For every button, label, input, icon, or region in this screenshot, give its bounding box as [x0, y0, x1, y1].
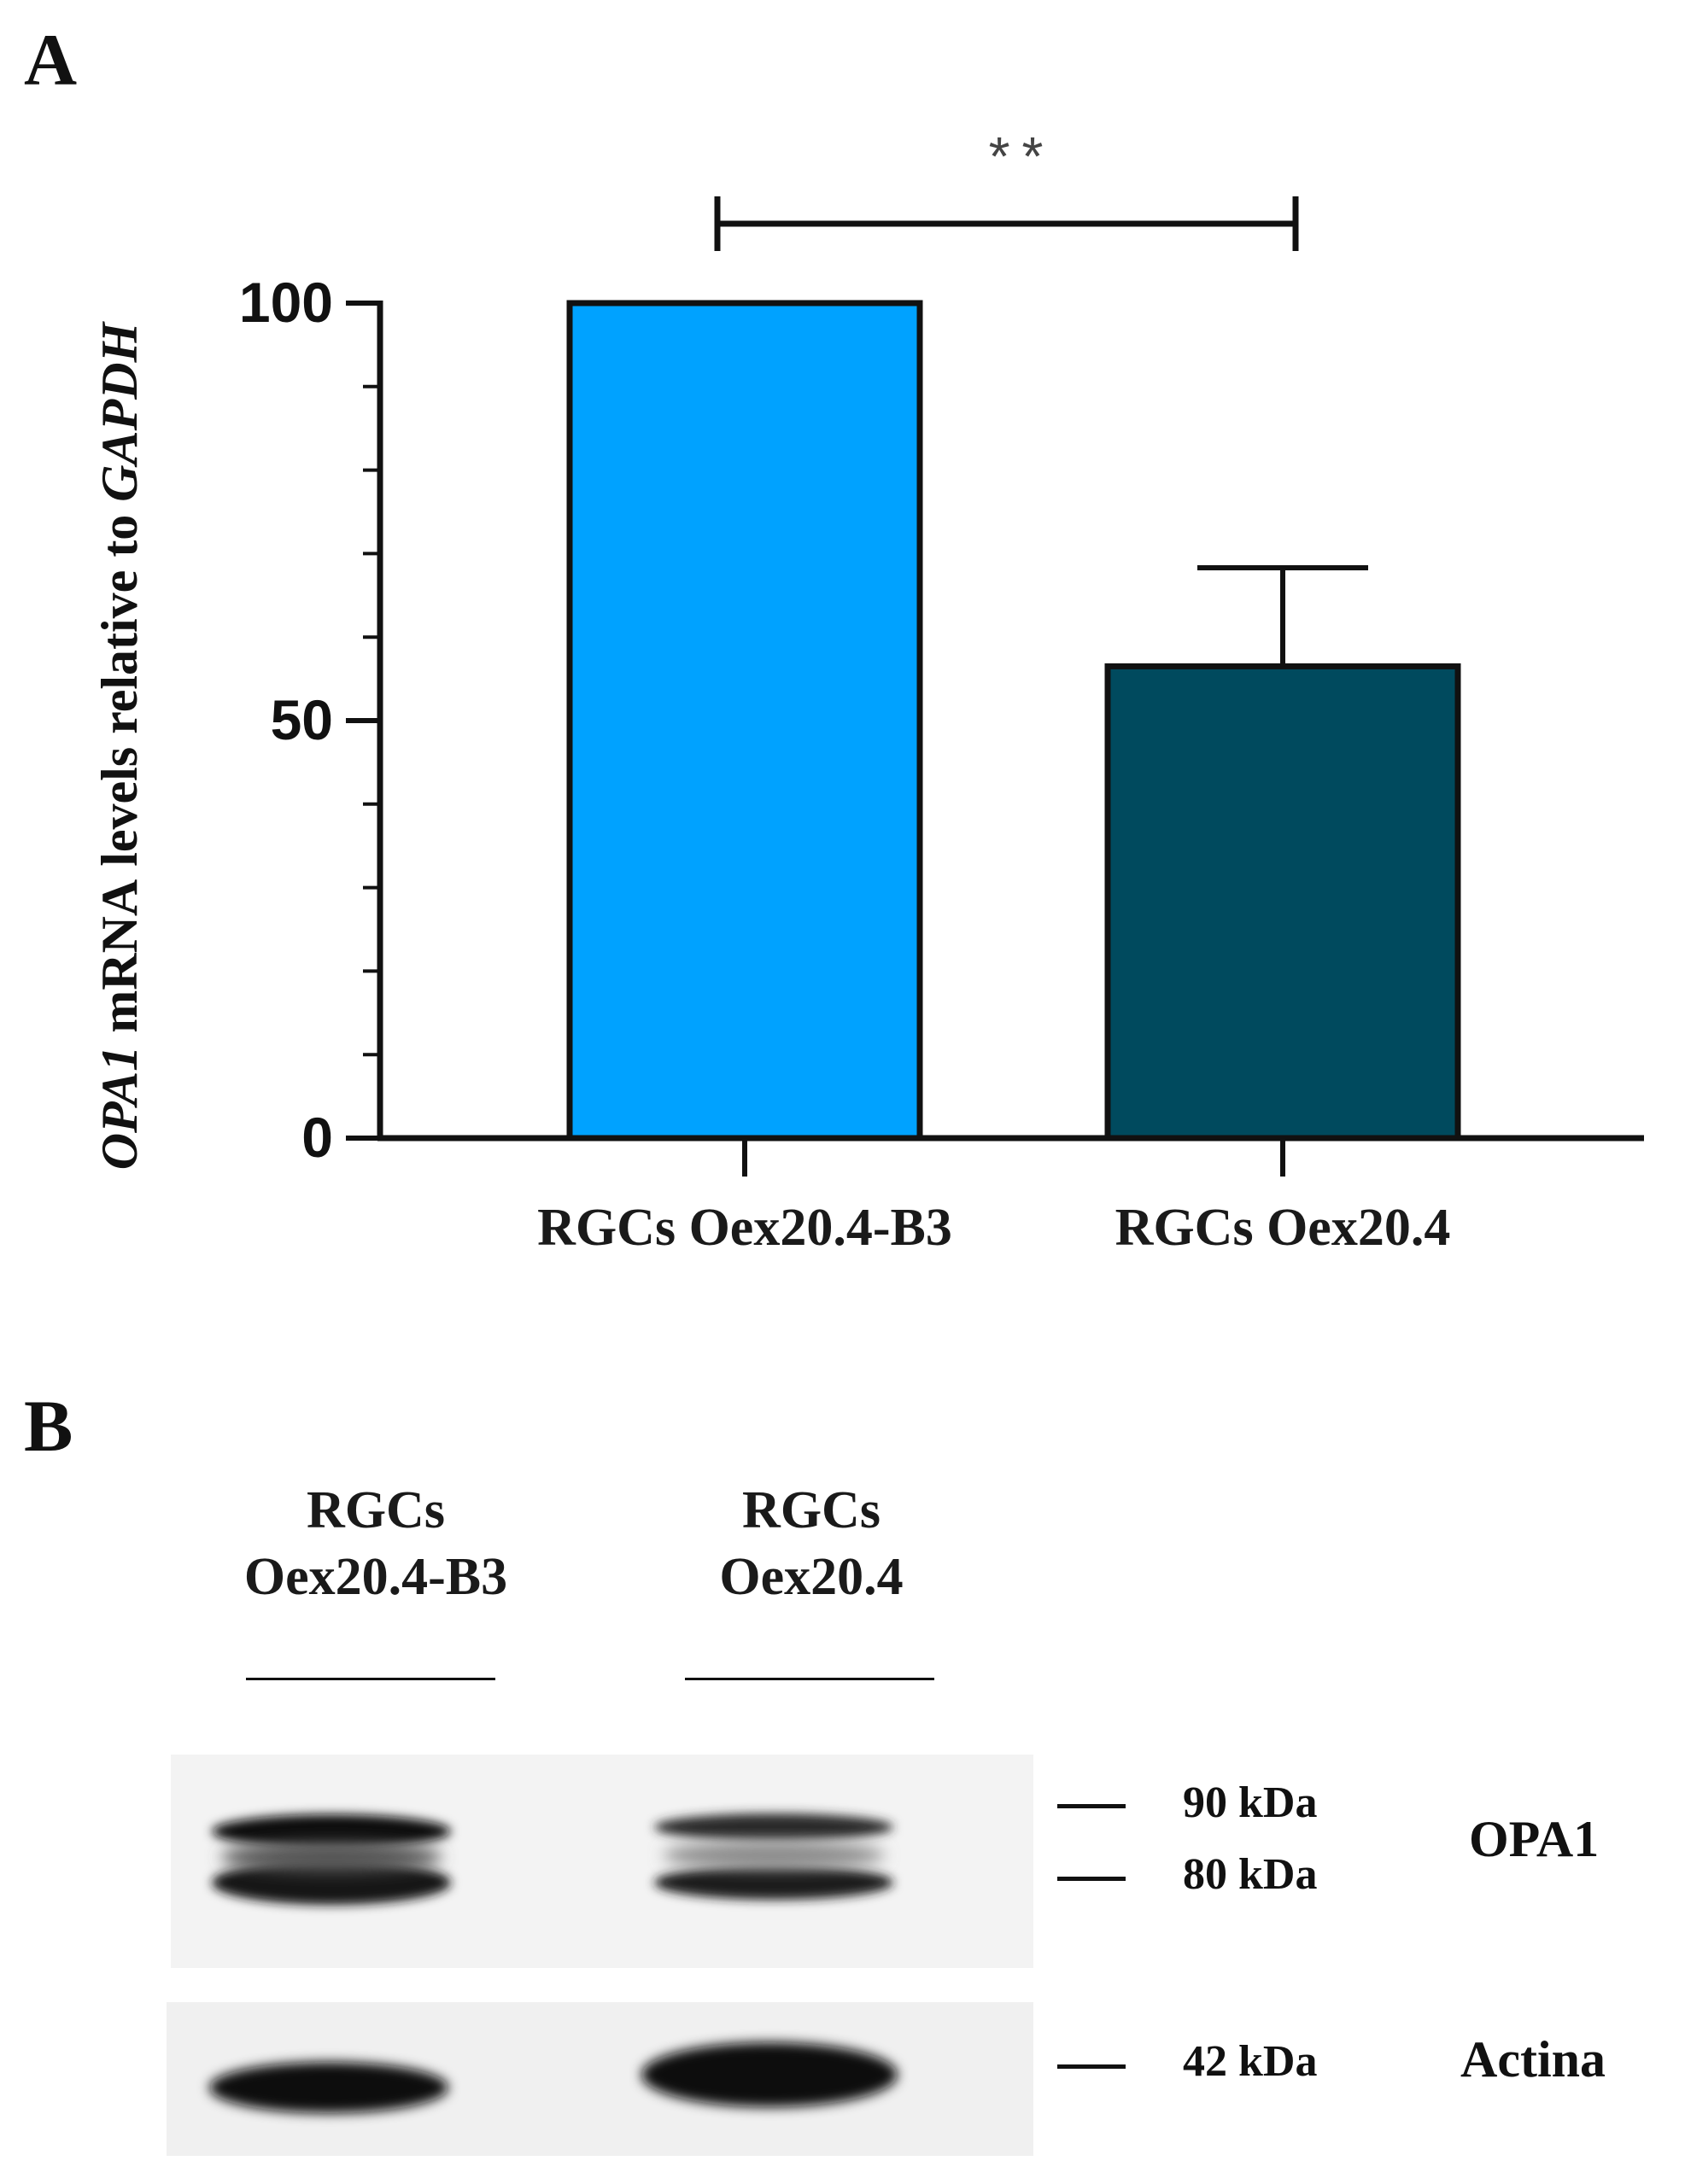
marker-80-dash — [1057, 1877, 1126, 1881]
bar-1 — [566, 300, 923, 1142]
x-tick-label-2: RGCs Oex20.4 — [1115, 1199, 1451, 1257]
panel-b-label: B — [24, 1385, 73, 1467]
marker-42-dash — [1057, 2064, 1126, 2069]
opa1-lane1-band-80 — [212, 1860, 451, 1905]
lane-1-header: RGCs Oex20.4-B3 — [171, 1477, 581, 1610]
bar-2 — [1104, 663, 1461, 1142]
marker-90-dash — [1057, 1804, 1126, 1808]
lane-2-header: RGCs Oex20.4 — [606, 1477, 1016, 1610]
opa1-blot — [171, 1755, 1033, 1968]
marker-42-label: 42 kDa — [1183, 2037, 1318, 2086]
bar-chart: 0 50 100 RGCs Oex20.4-B3 RGCs Oex20.4 OPA1 mR… — [91, 126, 1644, 1257]
protein-label-actin: Actina — [1460, 2031, 1606, 2088]
y-axis-label-text: mRNA levels relative to — [91, 502, 148, 1046]
lane-2-divider — [685, 1678, 934, 1680]
y-tick-label-50: 50 — [271, 688, 333, 751]
significance-stars: ** — [989, 126, 1056, 187]
opa1-lane1-band-haze — [220, 1842, 442, 1872]
lane-2-line2: Oex20.4 — [719, 1548, 904, 1606]
y-tick-label-0: 0 — [301, 1106, 333, 1169]
marker-80-label: 80 kDa — [1183, 1850, 1318, 1899]
actin-blot — [167, 2002, 1033, 2156]
lane-2-line1: RGCs — [742, 1481, 881, 1539]
panel-a-label: A — [24, 19, 78, 101]
y-tick-label-100: 100 — [239, 271, 333, 334]
opa1-lane1-band-90 — [212, 1814, 451, 1848]
actin-lane1-band — [209, 2062, 448, 2113]
y-axis-label: OPA1 mRNA levels relative to GAPDH — [91, 320, 148, 1170]
protein-label-opa1: OPA1 — [1469, 1811, 1600, 1867]
lane-1-divider — [246, 1678, 495, 1680]
actin-lane2-band — [641, 2042, 898, 2107]
marker-90-label: 90 kDa — [1183, 1778, 1318, 1827]
lane-1-line2: Oex20.4-B3 — [243, 1548, 508, 1606]
x-tick-label-1: RGCs Oex20.4-B3 — [537, 1199, 952, 1257]
opa1-lane2-band-80 — [654, 1866, 893, 1900]
lane-1-line1: RGCs — [307, 1481, 445, 1539]
y-axis-label-reference: GAPDH — [91, 320, 148, 501]
y-axis-label-gene: OPA1 — [91, 1046, 148, 1171]
opa1-lane2-band-haze — [663, 1842, 885, 1869]
opa1-lane2-band-90 — [654, 1813, 893, 1841]
